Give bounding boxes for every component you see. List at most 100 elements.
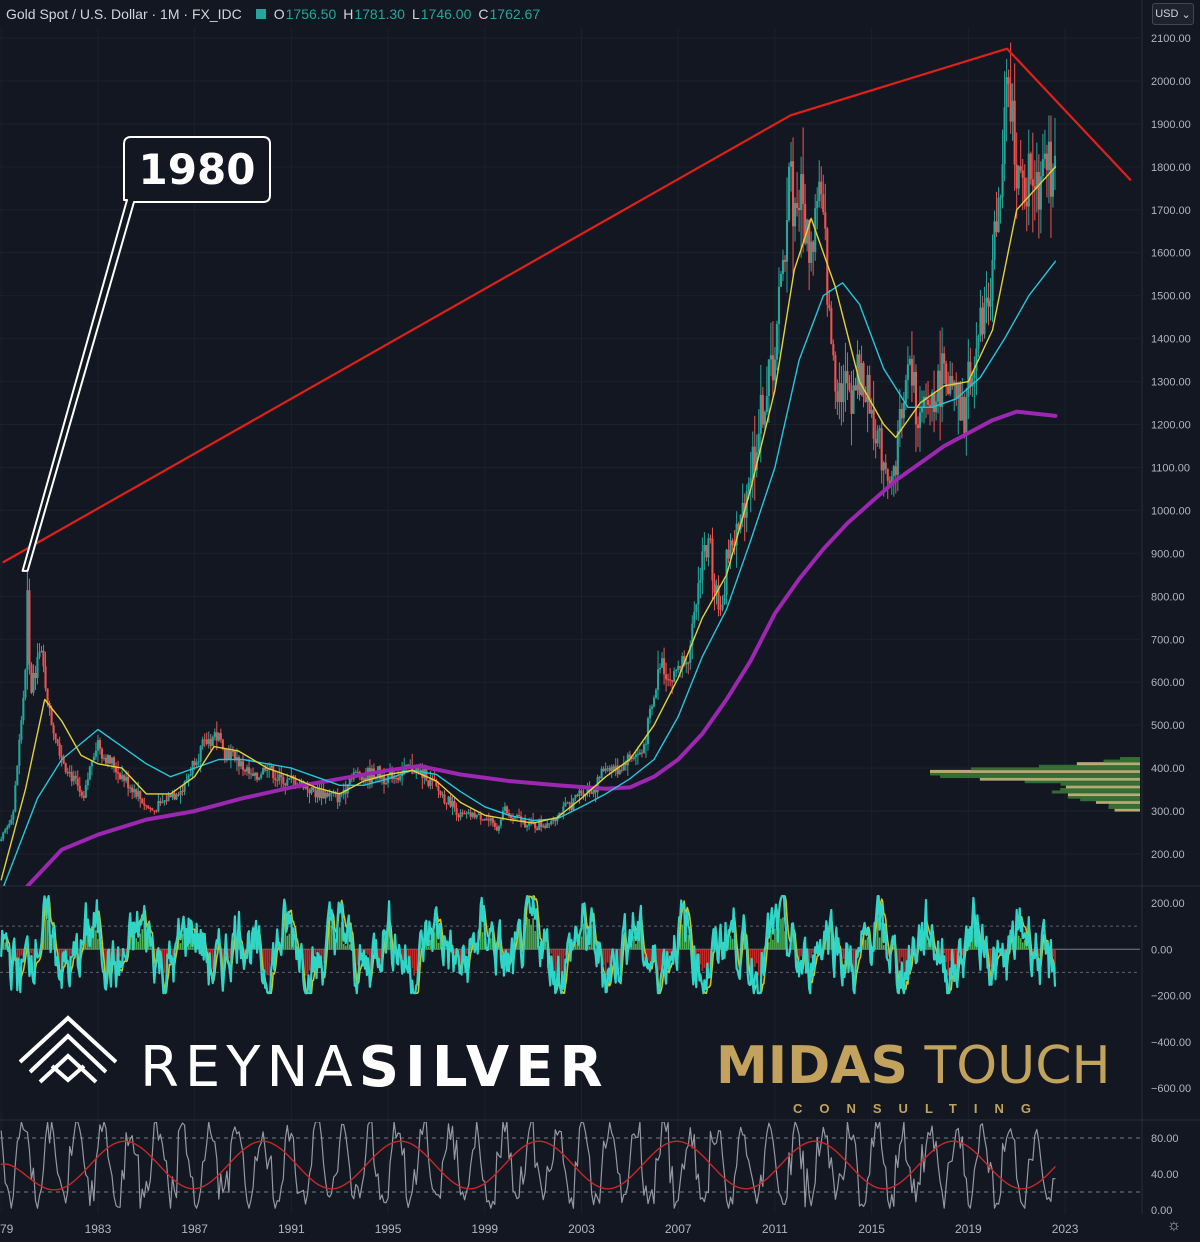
- candle-body: [213, 732, 216, 737]
- candle-body: [427, 780, 430, 786]
- candle-body: [501, 810, 504, 820]
- candle-body: [836, 391, 839, 402]
- candle-body: [689, 645, 692, 663]
- candle-body: [308, 789, 311, 794]
- candle-body: [364, 777, 367, 780]
- candle-body: [1023, 177, 1026, 202]
- candle-body: [648, 708, 652, 719]
- candle-body: [133, 789, 136, 793]
- volume-profile-bar: [1024, 780, 1140, 784]
- time-tick-label: 2015: [858, 1222, 885, 1236]
- candle-body: [6, 826, 9, 830]
- currency-selector[interactable]: USD ⌄: [1152, 3, 1194, 25]
- candle-body: [233, 751, 236, 761]
- candle-body: [626, 754, 629, 766]
- candle-body: [890, 476, 893, 486]
- candle-body: [550, 820, 553, 825]
- candle-body: [632, 757, 635, 759]
- candle-body: [68, 771, 71, 774]
- candle-body: [195, 762, 198, 766]
- candle-body: [50, 708, 53, 726]
- candle-body: [1035, 172, 1038, 189]
- stoch-tick-label: 40.00: [1151, 1169, 1179, 1181]
- candle-body: [473, 812, 476, 818]
- close-label: C: [478, 6, 489, 22]
- candle-body: [769, 355, 772, 360]
- candle-body: [278, 774, 281, 781]
- candle-body: [399, 776, 402, 781]
- candle-body: [1013, 100, 1016, 165]
- symbol-title[interactable]: Gold Spot / U.S. Dollar · 1M · FX_IDC: [6, 6, 242, 22]
- candle-body: [260, 774, 263, 778]
- candle-body: [959, 383, 962, 421]
- candle-body: [673, 671, 676, 682]
- candle-body: [753, 446, 756, 471]
- candle-body: [199, 746, 202, 762]
- candle-body: [723, 594, 726, 605]
- candle-body: [1051, 168, 1055, 197]
- candle-body: [145, 805, 148, 807]
- candle-body: [542, 825, 545, 827]
- candle-body: [775, 324, 778, 360]
- candle-body: [600, 768, 603, 779]
- candle-body: [971, 378, 974, 387]
- candle-body: [602, 768, 605, 771]
- volume-profile-bar: [1067, 793, 1140, 797]
- candle-body: [64, 763, 67, 772]
- candle-body: [328, 793, 331, 797]
- candle-body: [320, 790, 323, 799]
- candle-body: [316, 788, 319, 798]
- candle-body: [820, 181, 823, 195]
- candle-body: [129, 787, 132, 789]
- candle-body: [1011, 100, 1014, 122]
- candle-body: [534, 823, 537, 829]
- reyna-logo-stroke: [38, 1053, 98, 1084]
- candle-body: [2, 832, 5, 840]
- candle-body: [461, 812, 464, 814]
- candle-body: [252, 773, 255, 776]
- candle-body: [153, 810, 156, 812]
- candle-body: [127, 776, 130, 789]
- candle-body: [566, 802, 569, 804]
- candle-body: [945, 363, 948, 387]
- candle-body: [26, 590, 29, 670]
- candle-body: [1033, 186, 1036, 189]
- time-tick-label: 2023: [1052, 1222, 1079, 1236]
- candle-body: [1053, 155, 1057, 169]
- candle-body: [858, 354, 861, 395]
- candle-body: [54, 733, 57, 740]
- candle-body: [310, 787, 313, 794]
- candle-body: [239, 761, 243, 767]
- annotation-callout: 1980: [21, 136, 271, 572]
- candle-body: [590, 792, 593, 794]
- candle-body: [568, 802, 571, 804]
- candle-body: [151, 808, 154, 811]
- settings-gear-icon[interactable]: ☼: [1166, 1217, 1182, 1234]
- candle-body: [209, 739, 212, 747]
- price-tick-label: 600.00: [1151, 677, 1185, 689]
- candle-body: [646, 718, 650, 744]
- candle-body: [781, 259, 785, 274]
- price-tick-label: 1700.00: [1151, 205, 1191, 217]
- price-tick-label: 2000.00: [1151, 76, 1191, 88]
- candle-body: [86, 779, 89, 786]
- candle-body: [586, 788, 589, 794]
- candle-body: [888, 480, 891, 486]
- candle-body: [435, 780, 438, 786]
- candle-body: [979, 307, 982, 337]
- candle-body: [245, 767, 249, 772]
- candle-body: [840, 383, 843, 403]
- candle-body: [483, 818, 486, 821]
- reyna-text: REYNA: [140, 1035, 359, 1100]
- candle-body: [74, 775, 77, 779]
- candle-body: [870, 409, 873, 414]
- volume-profile-bar: [1065, 785, 1140, 789]
- candle-body: [902, 402, 905, 419]
- candle-body: [497, 825, 500, 831]
- candle-body: [910, 358, 913, 386]
- candle-body: [906, 364, 909, 380]
- candle-body: [123, 775, 126, 781]
- candle-body: [34, 672, 37, 679]
- candle-body: [493, 822, 496, 827]
